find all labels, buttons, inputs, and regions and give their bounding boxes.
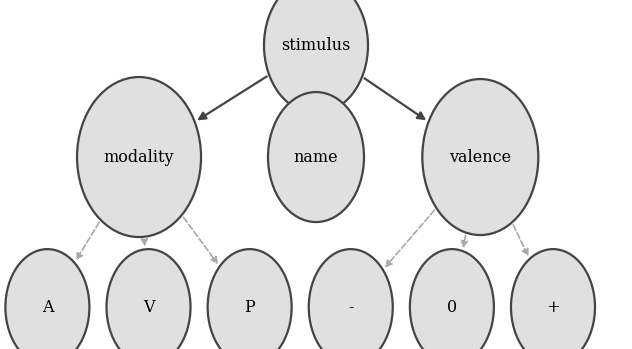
Ellipse shape (208, 249, 291, 349)
Ellipse shape (309, 249, 392, 349)
Ellipse shape (264, 0, 368, 113)
Text: A: A (42, 299, 53, 315)
Ellipse shape (77, 77, 201, 237)
Text: P: P (244, 299, 255, 315)
Ellipse shape (511, 249, 595, 349)
Ellipse shape (410, 249, 494, 349)
Text: -: - (348, 299, 353, 315)
Text: modality: modality (104, 149, 174, 165)
Ellipse shape (107, 249, 190, 349)
Text: 0: 0 (447, 299, 457, 315)
Text: valence: valence (449, 149, 511, 165)
Ellipse shape (6, 249, 89, 349)
Ellipse shape (268, 92, 364, 222)
Text: stimulus: stimulus (281, 37, 351, 54)
Text: +: + (546, 299, 560, 315)
Ellipse shape (422, 79, 538, 235)
Text: V: V (143, 299, 154, 315)
Text: name: name (294, 149, 338, 165)
